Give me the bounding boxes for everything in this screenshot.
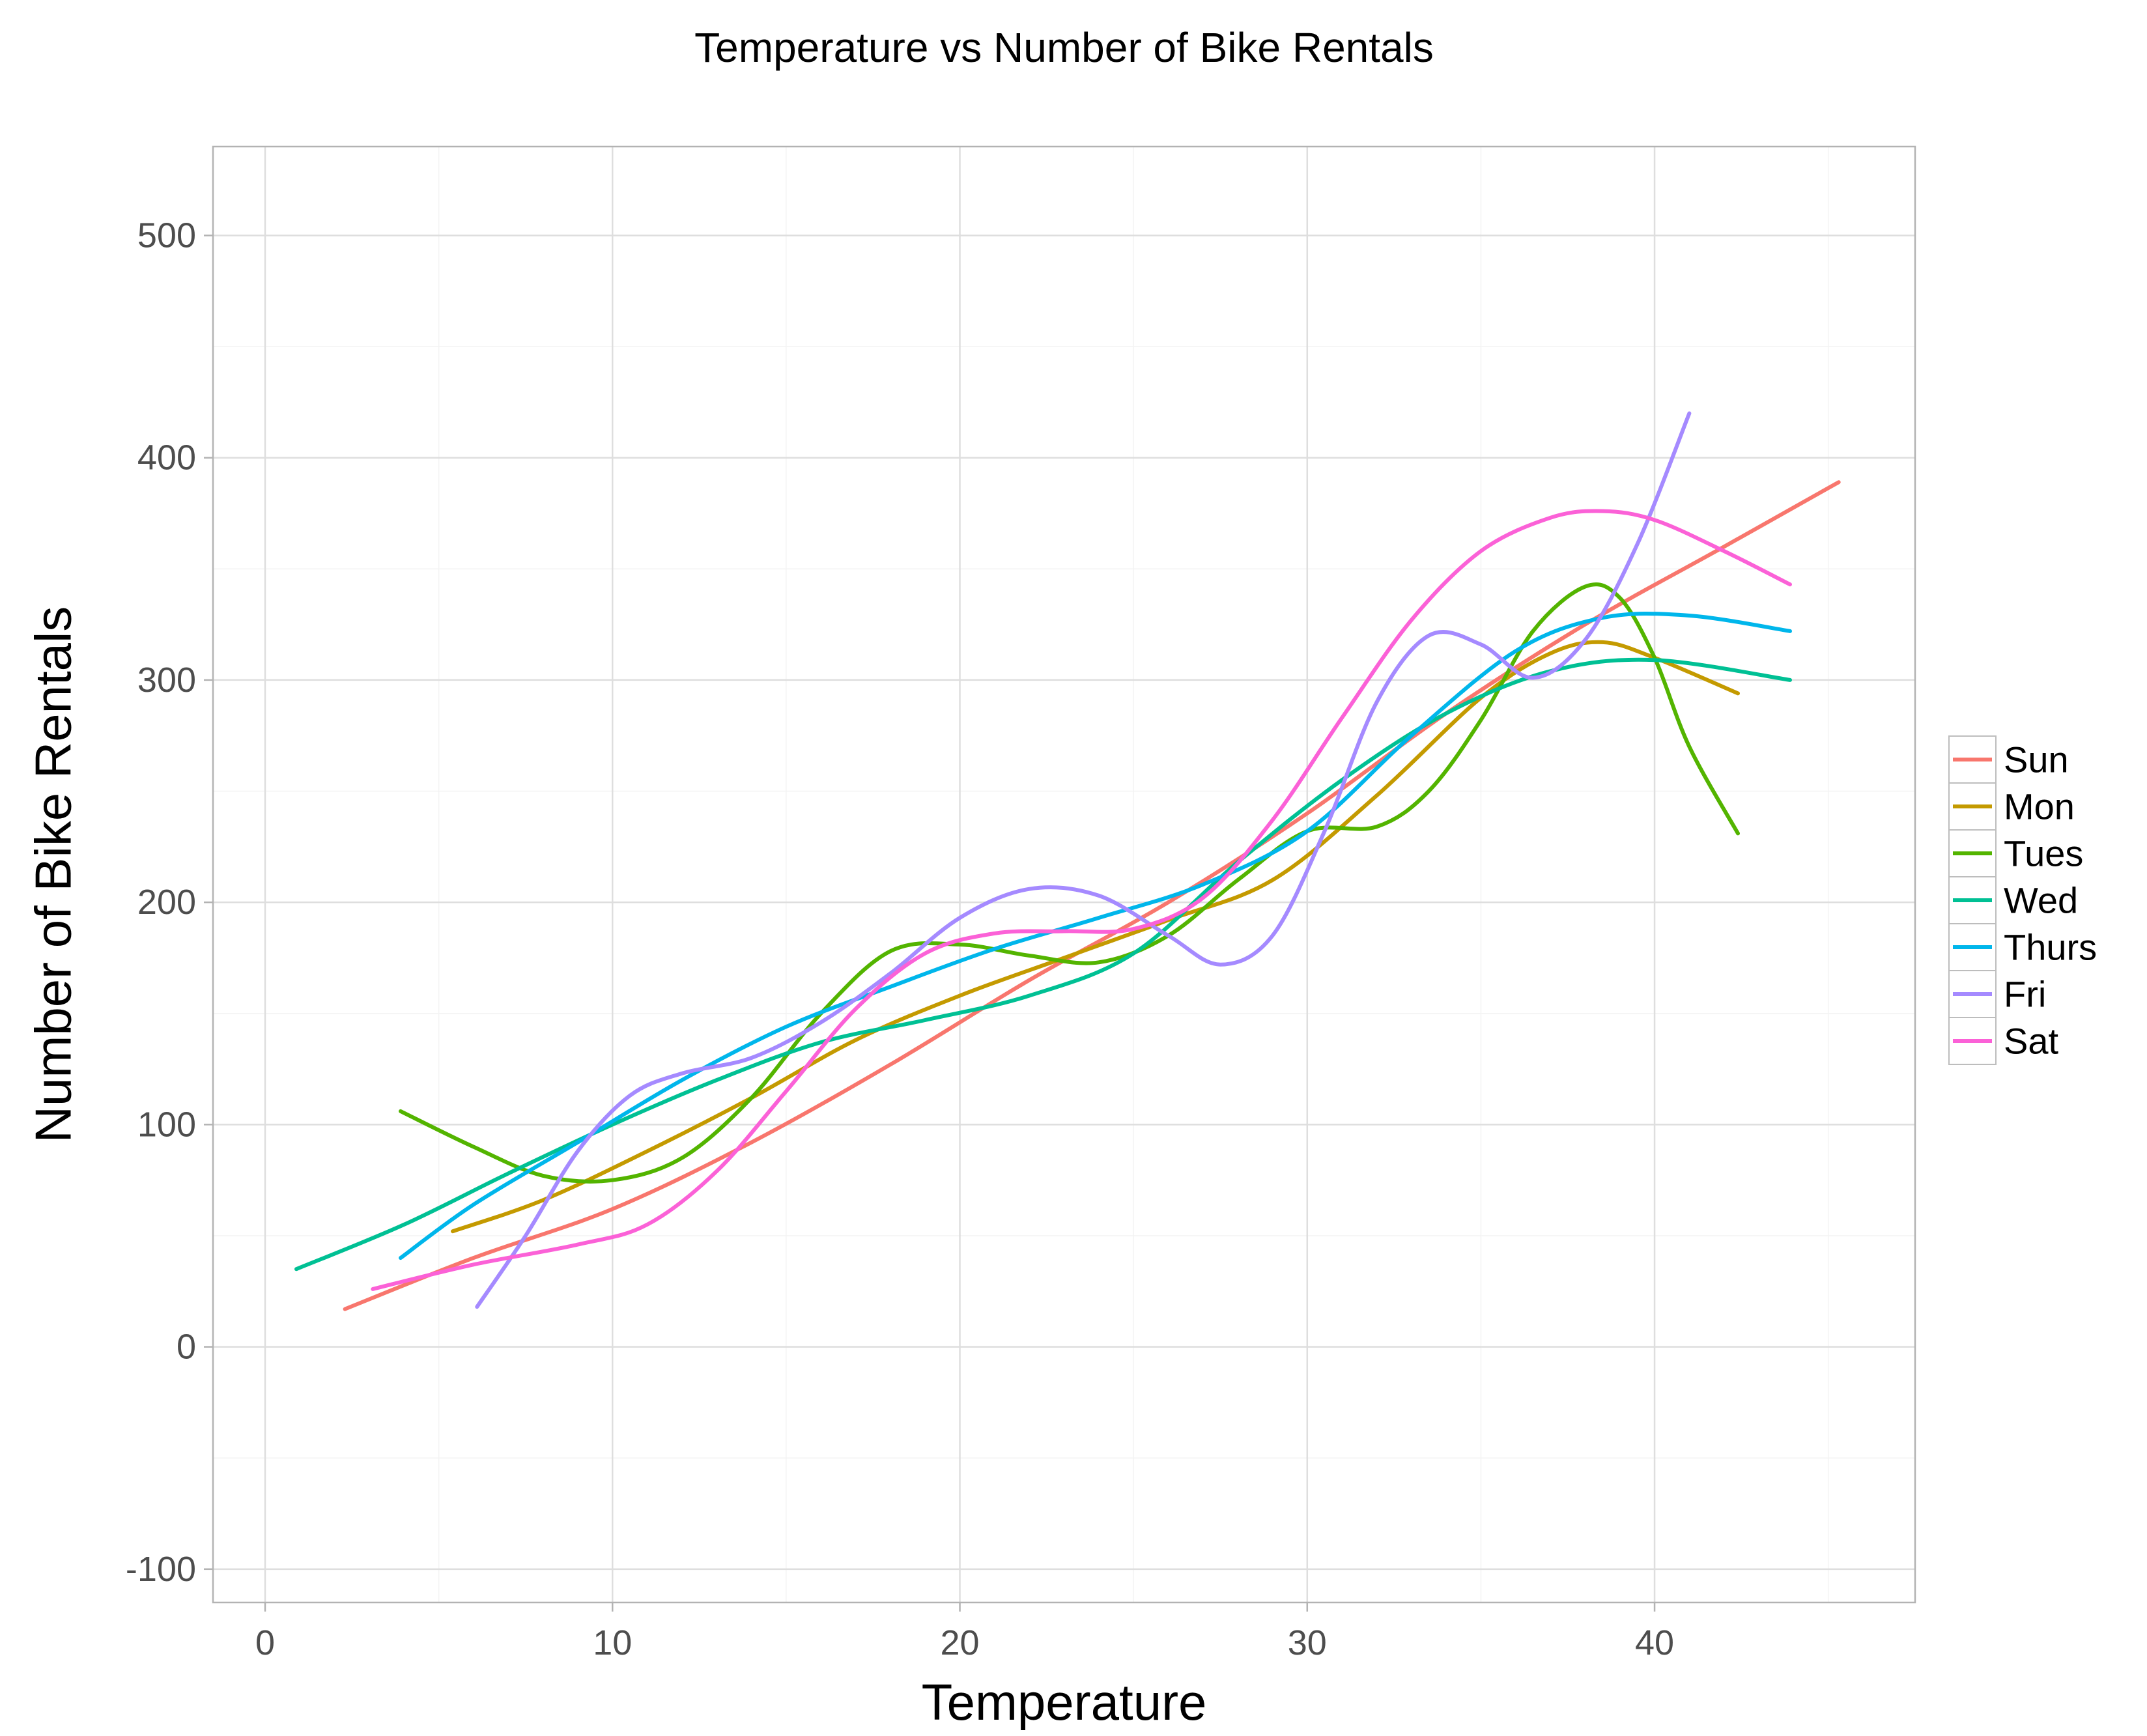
legend-label-wed: Wed [2004, 880, 2078, 921]
y-tick-label: 300 [137, 661, 196, 700]
legend-label-sun: Sun [2004, 739, 2069, 780]
y-tick-label: 500 [137, 216, 196, 255]
y-axis-title: Number of Bike Rentals [25, 606, 82, 1143]
series-lines [294, 411, 1841, 1311]
legend-label-mon: Mon [2004, 786, 2075, 827]
series-line-sun [343, 480, 1841, 1311]
x-tick-label: 30 [1288, 1623, 1327, 1662]
series-line-mon [451, 640, 1740, 1234]
x-axis-title: Temperature [922, 1673, 1207, 1731]
series-line-fri [475, 411, 1692, 1309]
x-tick-label: 40 [1635, 1623, 1674, 1662]
legend-label-sat: Sat [2004, 1021, 2058, 1062]
legend-label-thurs: Thurs [2004, 927, 2097, 968]
y-tick-label: 200 [137, 883, 196, 922]
axis-ticks: 0 10 20 30 40 -100 0 100 200 300 400 500 [126, 216, 1674, 1662]
x-tick-label: 0 [255, 1623, 275, 1662]
y-tick-label: 100 [137, 1105, 196, 1144]
y-tick-label: -100 [126, 1550, 196, 1589]
chart-title: Temperature vs Number of Bike Rentals [694, 24, 1434, 71]
plot-panel-border [212, 145, 1916, 1604]
grid [213, 147, 1915, 1602]
legend-label-tues: Tues [2004, 833, 2083, 874]
series-line-wed [294, 657, 1792, 1272]
x-tick-label: 20 [940, 1623, 979, 1662]
series-line-thurs [399, 612, 1792, 1260]
y-tick-label: 0 [177, 1328, 196, 1367]
x-tick-label: 10 [593, 1623, 632, 1662]
legend: Sun Mon Tues Wed Thurs Fri Sat [1948, 735, 2097, 1065]
y-tick-label: 400 [137, 438, 196, 477]
series-line-sat [371, 509, 1792, 1291]
legend-label-fri: Fri [2004, 974, 2046, 1015]
